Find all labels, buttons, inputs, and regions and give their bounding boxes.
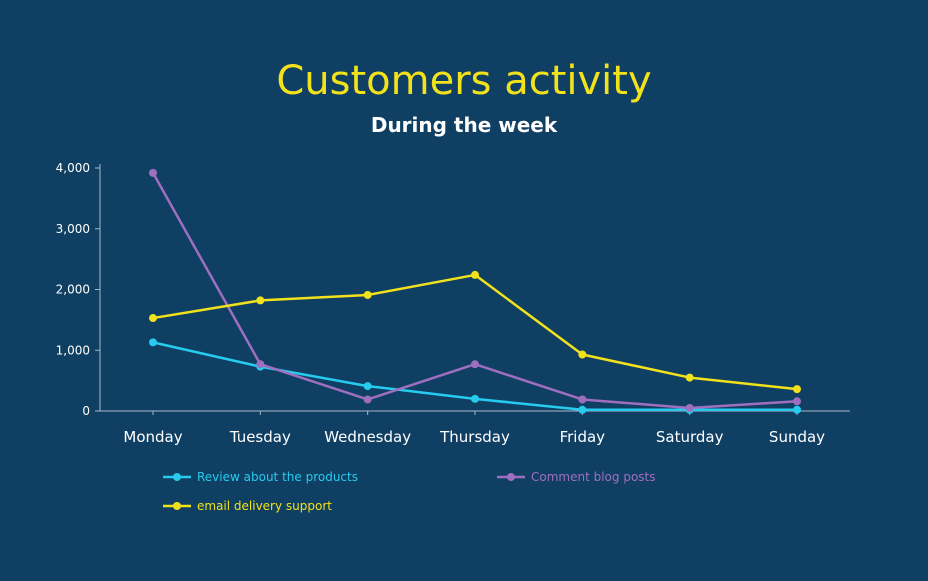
data-point [363, 382, 372, 391]
data-point [363, 290, 372, 299]
data-point [793, 397, 801, 406]
data-point [363, 395, 372, 404]
series-line [151, 172, 798, 410]
y-tick-label: 1,000 [56, 343, 90, 357]
series-3 [149, 270, 801, 394]
legend-swatch-point [507, 473, 515, 481]
y-tick-label: 3,000 [56, 222, 90, 236]
data-point [149, 338, 157, 347]
x-tick-label: Tuesday [229, 428, 291, 446]
x-tick-label: Sunday [769, 428, 825, 446]
data-point [149, 314, 157, 323]
data-point [578, 350, 587, 359]
x-tick-label: Monday [123, 428, 182, 446]
axes [99, 164, 850, 412]
legend-item: email delivery support [163, 499, 332, 513]
series-group [149, 168, 801, 414]
x-tick-label: Friday [560, 428, 606, 446]
x-tick-label: Thursday [439, 428, 510, 446]
data-point [149, 168, 157, 177]
y-tick-label: 2,000 [56, 283, 90, 297]
data-point [256, 296, 265, 305]
x-tick-label: Wednesday [324, 428, 411, 446]
data-point [578, 395, 587, 404]
data-point [256, 360, 265, 369]
legend-label: Comment blog posts [531, 470, 656, 484]
legend-item: Review about the products [163, 470, 358, 484]
chart-subtitle: During the week [370, 113, 558, 137]
series-2 [149, 168, 801, 412]
y-tick-label: 4,000 [56, 161, 90, 175]
x-tick-label: Saturday [656, 428, 724, 446]
series-1 [149, 338, 801, 414]
series-line [152, 273, 798, 391]
data-point [685, 373, 694, 382]
data-point [471, 394, 479, 403]
x-axis-ticks: Monday Tuesday Wednesday Thursday Friday Satu… [123, 411, 825, 446]
data-point [578, 405, 587, 414]
legend-label: email delivery support [197, 499, 332, 513]
data-point [793, 385, 801, 394]
y-tick-label: 0 [82, 404, 90, 418]
legend-swatch-point [173, 502, 181, 510]
y-axis-ticks: 0 1,000 2,000 3,000 4,000 [56, 161, 100, 418]
legend-swatch-point [173, 473, 181, 481]
data-point [793, 405, 801, 414]
data-point [685, 403, 694, 412]
legend-item: Comment blog posts [497, 470, 656, 484]
chart-title: Customers activity [276, 58, 652, 104]
legend-label: Review about the products [197, 470, 358, 484]
data-point [471, 270, 479, 279]
data-point [471, 360, 479, 369]
legend: Review about the products Comment blog po… [163, 470, 656, 513]
